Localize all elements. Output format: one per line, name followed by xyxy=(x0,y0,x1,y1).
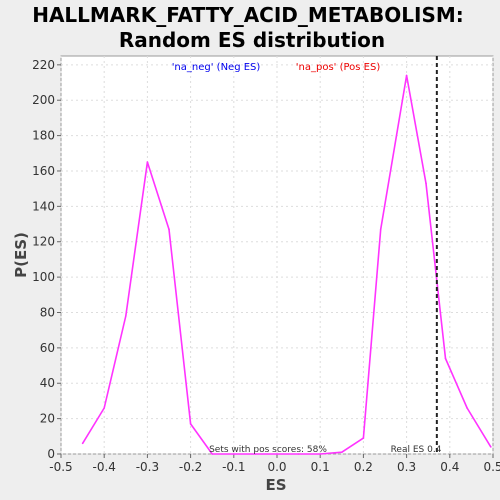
x-tick-label: -0.4 xyxy=(92,460,115,474)
x-tick-label: 0.2 xyxy=(354,460,373,474)
y-tick-label: 200 xyxy=(32,93,55,107)
y-axis-label: P(ES) xyxy=(12,232,30,278)
y-tick-label: 20 xyxy=(40,412,55,426)
y-tick-label: 180 xyxy=(32,129,55,143)
y-tick-label: 220 xyxy=(32,58,55,72)
grid-lines xyxy=(60,56,494,455)
data-point xyxy=(189,423,192,425)
chart-title-line2: Random ES distribution xyxy=(119,28,385,52)
real-es-label: Real ES 0.4 xyxy=(391,445,442,455)
data-point xyxy=(425,182,427,185)
x-tick-label: 0.5 xyxy=(483,460,500,474)
y-tick-label: 140 xyxy=(32,199,55,213)
data-point xyxy=(233,453,235,455)
data-point xyxy=(168,228,170,231)
data-point xyxy=(254,453,257,455)
data-point xyxy=(81,442,84,445)
data-point xyxy=(276,453,278,455)
y-axis-ticks: 0 20 40 60 80 100 120 140 160 180 200 220 xyxy=(32,58,61,461)
x-tick-label: -0.5 xyxy=(49,460,72,474)
data-point xyxy=(362,437,365,439)
data-point xyxy=(211,453,213,455)
plot-area xyxy=(60,55,494,455)
data-point xyxy=(341,451,343,454)
y-tick-label: 0 xyxy=(47,447,55,461)
pos-scores-annotation: Sets with pos scores: 58% xyxy=(209,445,327,455)
data-point xyxy=(125,315,127,317)
x-axis-ticks: -0.5 -0.4 -0.3 -0.2 -0.1 0.0 0.1 0.2 0.3 0.4 0.5 xyxy=(49,454,500,474)
data-point xyxy=(297,453,300,455)
es-distribution-points xyxy=(81,74,492,455)
legend-neg-es: 'na_neg' (Neg ES) xyxy=(172,62,261,73)
x-tick-label: -0.2 xyxy=(179,460,202,474)
data-point xyxy=(466,407,468,409)
y-tick-label: 100 xyxy=(32,270,55,284)
data-point xyxy=(444,357,447,360)
y-tick-label: 60 xyxy=(40,341,55,355)
x-tick-label: 0.0 xyxy=(267,460,286,474)
legend-pos-es: 'na_pos' (Pos ES) xyxy=(296,62,381,73)
y-tick-label: 120 xyxy=(32,235,55,249)
data-point xyxy=(379,228,382,231)
data-point xyxy=(146,161,149,163)
chart-title-line1: HALLMARK_FATTY_ACID_METABOLISM: xyxy=(32,3,464,27)
data-point xyxy=(490,446,492,448)
y-tick-label: 80 xyxy=(40,305,55,319)
y-tick-label: 160 xyxy=(32,164,55,178)
y-tick-label: 40 xyxy=(40,376,55,390)
data-point xyxy=(103,407,105,409)
es-distribution-line xyxy=(81,74,492,455)
x-axis-label: ES xyxy=(265,476,286,494)
data-point xyxy=(319,453,322,455)
x-tick-label: 0.3 xyxy=(397,460,416,474)
x-tick-label: -0.1 xyxy=(222,460,245,474)
x-tick-label: 0.1 xyxy=(311,460,330,474)
x-tick-label: 0.4 xyxy=(440,460,459,474)
data-point xyxy=(405,74,408,77)
x-tick-label: -0.3 xyxy=(136,460,159,474)
